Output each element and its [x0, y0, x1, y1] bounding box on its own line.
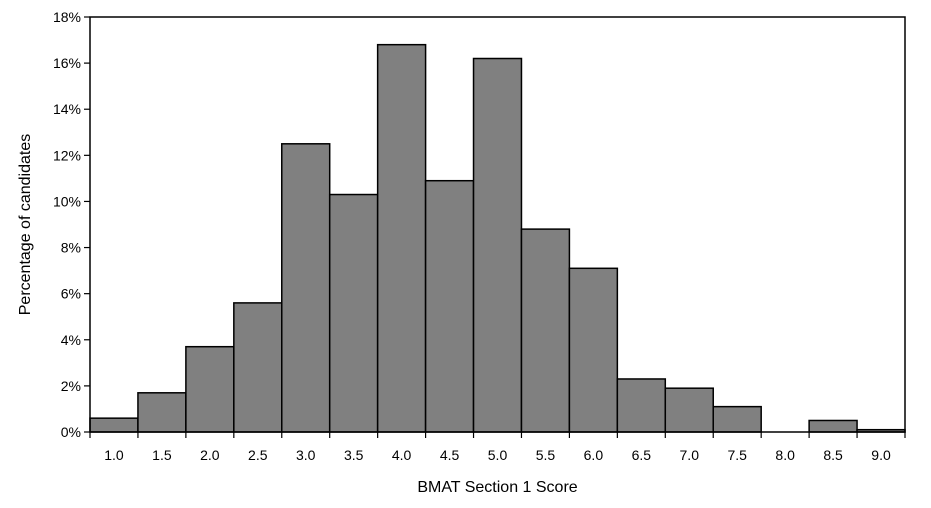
- x-axis-ticks: 1.0 1.5 2.0 2.5 3.0 3.5 4.0 4.5 5.0 5.5 6.0 6.5 7.0 7…: [89, 432, 906, 463]
- bar-6.5: [616, 378, 667, 433]
- y-tick-label: 8%: [61, 240, 81, 256]
- bar-8.5: [808, 419, 858, 433]
- x-tick-label: 8.0: [775, 447, 795, 463]
- y-axis-ticks: 0% 2% 4% 6% 8% 10% 12% 14% 16% 18%: [53, 9, 90, 440]
- x-tick-label: 9.0: [871, 447, 891, 463]
- bar-5.5: [520, 228, 571, 433]
- y-tick-label: 10%: [53, 193, 81, 209]
- bar-2.5: [233, 302, 283, 433]
- y-tick-label: 16%: [53, 55, 81, 71]
- x-tick-label: 4.0: [392, 447, 412, 463]
- bar-5.0: [472, 57, 523, 433]
- bar-7.0: [664, 387, 714, 433]
- x-tick-label: 2.0: [200, 447, 220, 463]
- y-tick-label: 0%: [61, 424, 81, 440]
- y-tick-label: 18%: [53, 9, 81, 25]
- bar-1.0: [89, 417, 139, 433]
- x-tick-label: 8.5: [823, 447, 843, 463]
- x-tick-label: 6.5: [632, 447, 652, 463]
- x-tick-label: 3.5: [344, 447, 364, 463]
- x-tick-label: 1.5: [152, 447, 172, 463]
- x-axis-title: BMAT Section 1 Score: [417, 479, 577, 496]
- x-tick-label: 3.0: [296, 447, 316, 463]
- y-axis-title: Percentage of candidates: [17, 134, 34, 315]
- bars-group: [89, 43, 906, 433]
- x-tick-label: 5.5: [536, 447, 556, 463]
- bar-3.0: [281, 143, 331, 433]
- y-tick-label: 6%: [61, 286, 81, 302]
- x-tick-label: 1.0: [104, 447, 124, 463]
- y-tick-label: 2%: [61, 378, 81, 394]
- x-tick-label: 6.0: [584, 447, 604, 463]
- y-tick-label: 4%: [61, 332, 81, 348]
- x-tick-label: 7.0: [680, 447, 700, 463]
- bar-2.0: [185, 345, 235, 433]
- plot-area-frame: [89, 16, 906, 433]
- bar-6.0: [568, 267, 619, 433]
- bar-4.5: [424, 179, 475, 433]
- bar-4.0: [376, 43, 427, 433]
- bar-1.5: [137, 392, 187, 433]
- bar-3.5: [328, 193, 379, 433]
- x-tick-label: 7.5: [727, 447, 747, 463]
- x-tick-label: 4.5: [440, 447, 460, 463]
- x-tick-label: 2.5: [248, 447, 268, 463]
- bar-7.5: [712, 405, 762, 433]
- y-tick-label: 12%: [53, 147, 81, 163]
- x-tick-label: 5.0: [488, 447, 508, 463]
- y-tick-label: 14%: [53, 101, 81, 117]
